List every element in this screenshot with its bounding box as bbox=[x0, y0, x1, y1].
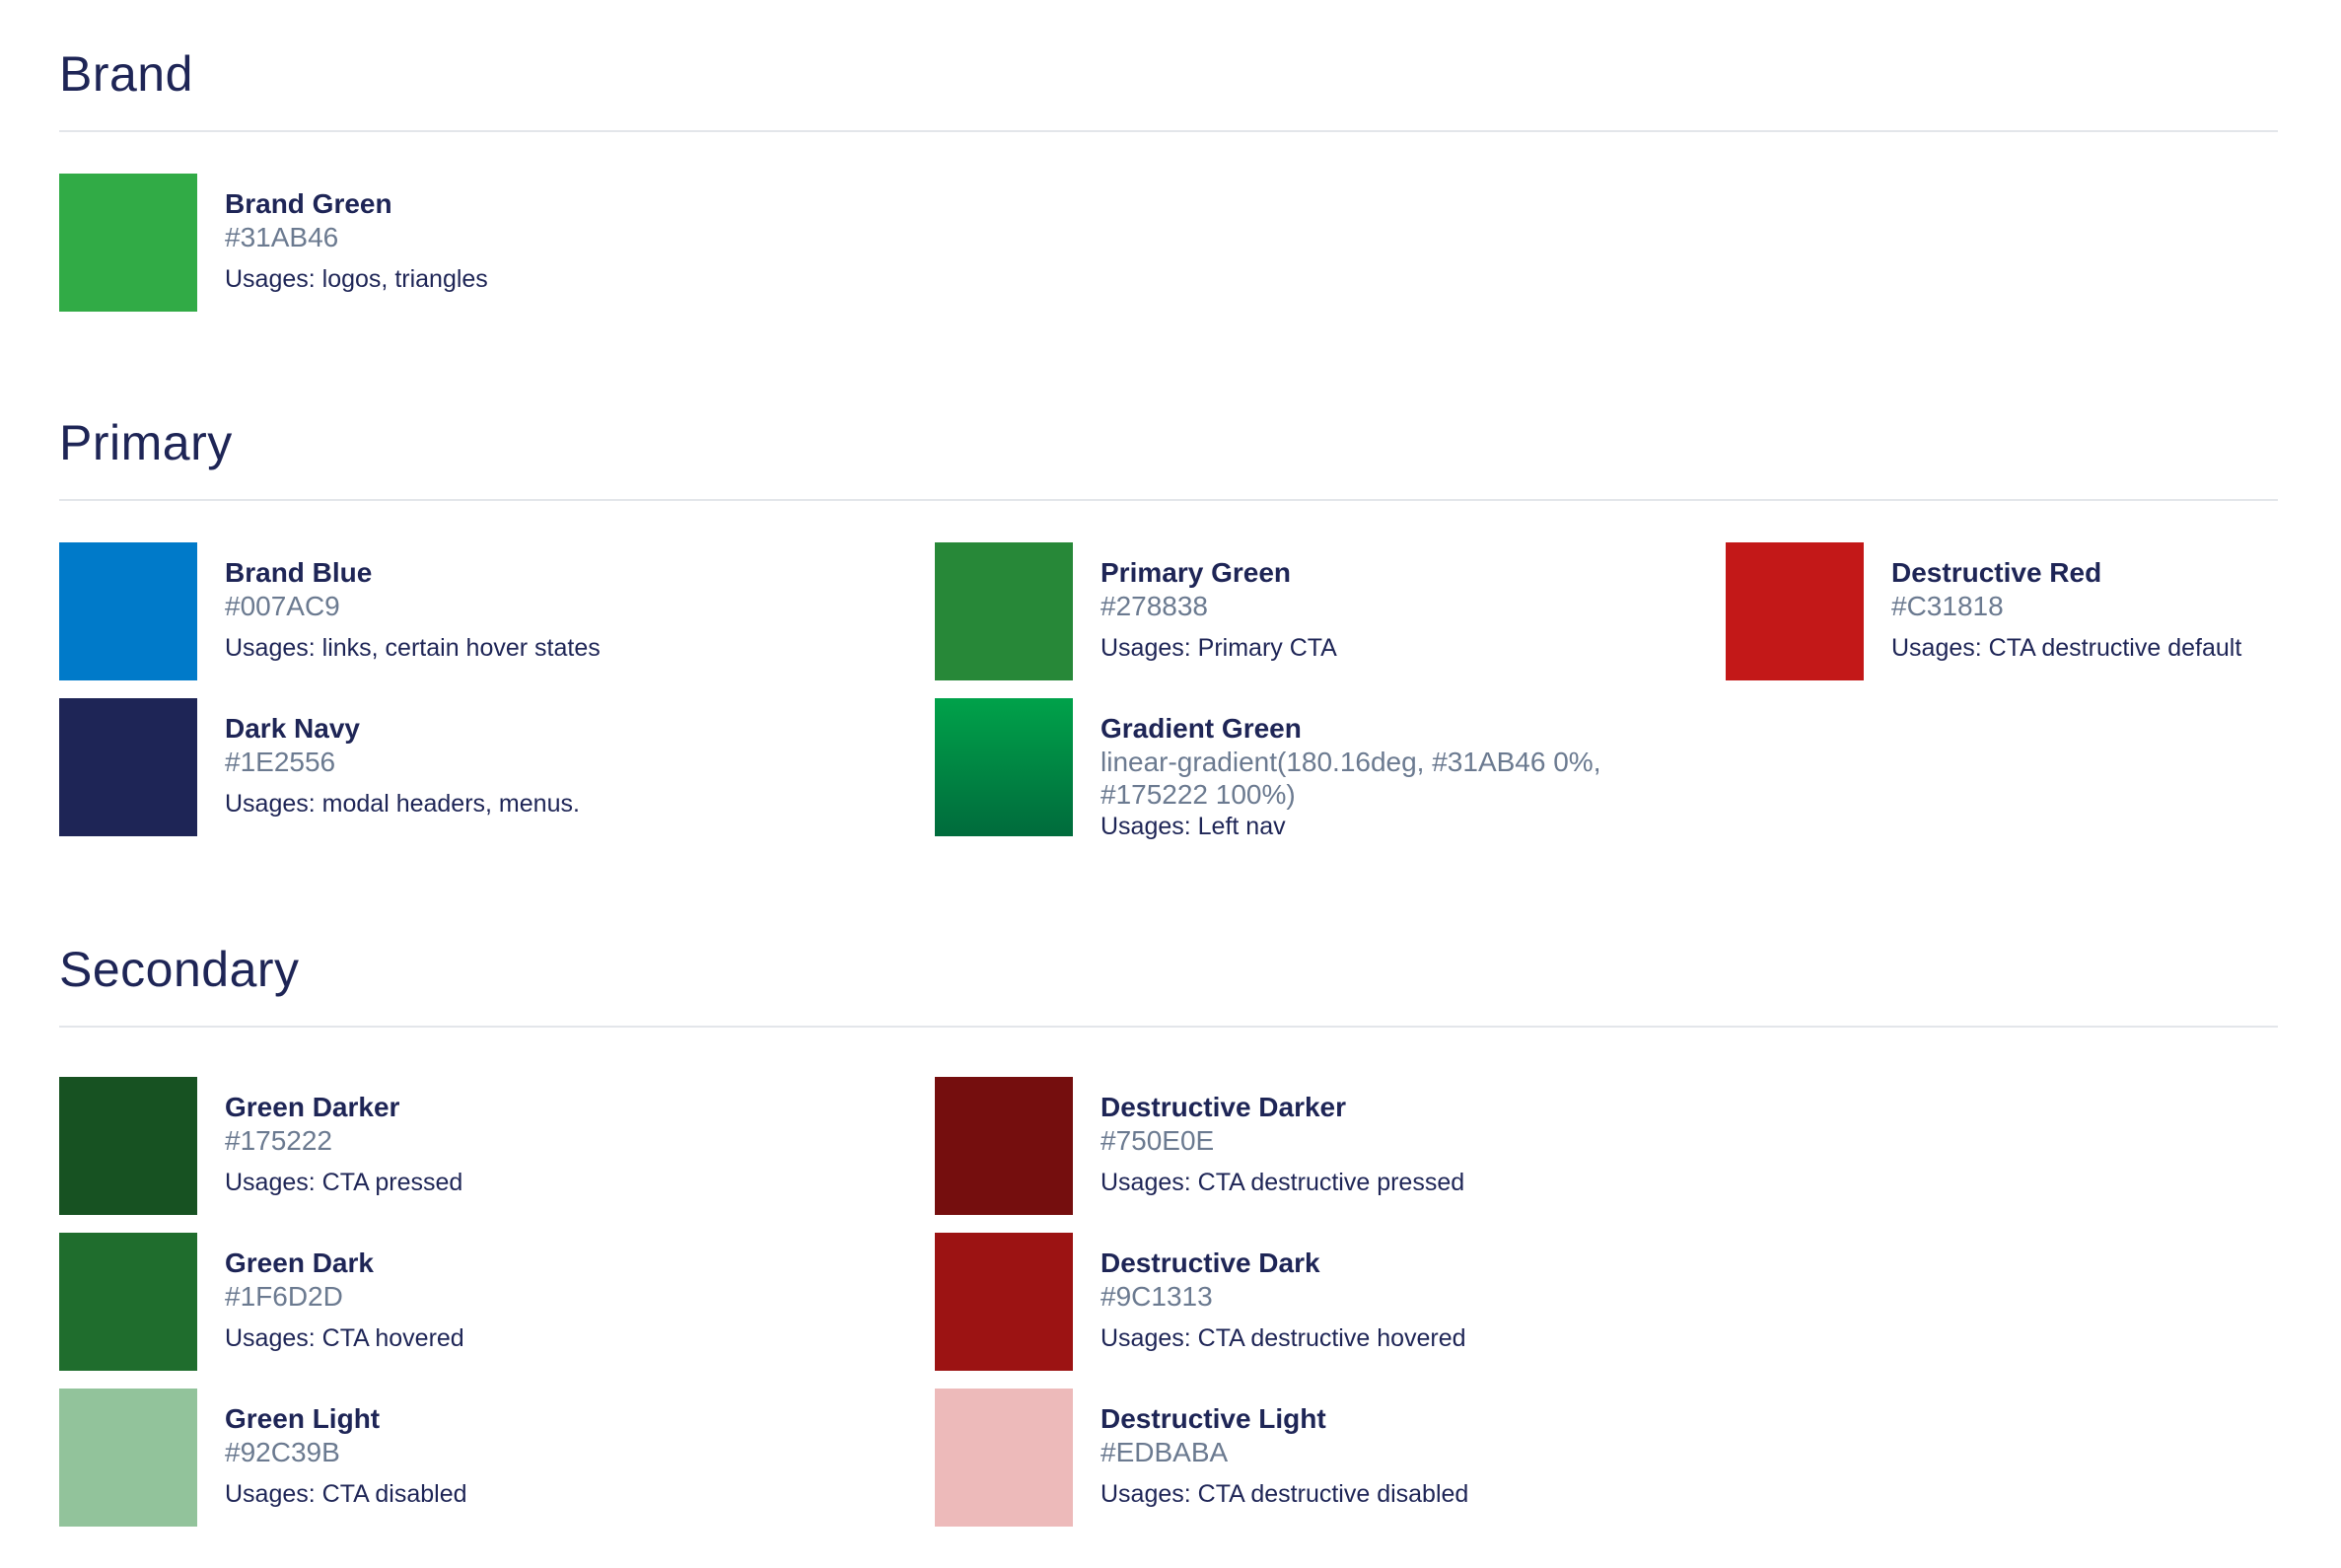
color-card-gradient-green: Gradient Green linear-gradient(180.16deg… bbox=[935, 698, 1704, 840]
color-card-brand-green: Brand Green #31AB46 Usages: logos, trian… bbox=[59, 174, 749, 312]
color-info: Dark Navy #1E2556 Usages: modal headers,… bbox=[225, 712, 580, 820]
color-value: #278838 bbox=[1100, 591, 1209, 621]
color-name: Green Light bbox=[225, 1403, 381, 1434]
color-value: #C31818 bbox=[1891, 591, 2004, 621]
color-swatch bbox=[59, 1233, 197, 1371]
section-primary: Primary Brand Blue #007AC9 Usages: links… bbox=[59, 418, 2278, 862]
color-card-green-darker: Green Darker #175222 Usages: CTA pressed bbox=[59, 1077, 927, 1215]
color-info: Green Light #92C39B Usages: CTA disabled bbox=[225, 1402, 467, 1511]
color-usage: Usages: logos, triangles bbox=[225, 265, 488, 293]
color-name: Brand Blue bbox=[225, 557, 373, 588]
color-usage: Usages: CTA pressed bbox=[225, 1169, 463, 1196]
color-value: #1F6D2D bbox=[225, 1281, 343, 1312]
color-swatch bbox=[935, 1389, 1073, 1527]
color-info: Primary Green #278838 Usages: Primary CT… bbox=[1100, 556, 1337, 665]
section-title: Secondary bbox=[59, 942, 300, 997]
color-info: Destructive Light #EDBABA Usages: CTA de… bbox=[1100, 1402, 1468, 1511]
color-info: Gradient Green linear-gradient(180.16deg… bbox=[1100, 712, 1653, 843]
color-name: Brand Green bbox=[225, 188, 392, 219]
color-usage: Usages: CTA destructive pressed bbox=[1100, 1169, 1465, 1196]
color-value: #31AB46 bbox=[225, 222, 339, 252]
color-value: #EDBABA bbox=[1100, 1437, 1229, 1467]
section-title: Brand bbox=[59, 46, 193, 102]
color-value: #9C1313 bbox=[1100, 1281, 1213, 1312]
color-info: Destructive Dark #9C1313 Usages: CTA des… bbox=[1100, 1247, 1466, 1355]
color-card-green-dark: Green Dark #1F6D2D Usages: CTA hovered bbox=[59, 1233, 927, 1371]
color-info: Brand Blue #007AC9 Usages: links, certai… bbox=[225, 556, 601, 665]
section-divider bbox=[59, 499, 2278, 501]
color-name: Destructive Darker bbox=[1100, 1092, 1347, 1122]
color-info: Destructive Red #C31818 Usages: CTA dest… bbox=[1891, 556, 2241, 665]
section-divider bbox=[59, 130, 2278, 132]
color-info: Destructive Darker #750E0E Usages: CTA d… bbox=[1100, 1091, 1464, 1199]
color-value: #750E0E bbox=[1100, 1125, 1215, 1156]
color-name: Green Darker bbox=[225, 1092, 400, 1122]
color-usage: Usages: Primary CTA bbox=[1100, 634, 1337, 662]
color-usage: Usages: links, certain hover states bbox=[225, 634, 601, 662]
color-usage: Usages: CTA destructive disabled bbox=[1100, 1480, 1469, 1508]
color-name: Green Dark bbox=[225, 1247, 374, 1278]
color-value: linear-gradient(180.16deg, #31AB46 0%, #… bbox=[1100, 747, 1601, 810]
color-usage: Usages: CTA disabled bbox=[225, 1480, 467, 1508]
color-name: Primary Green bbox=[1100, 557, 1291, 588]
color-info: Green Darker #175222 Usages: CTA pressed bbox=[225, 1091, 462, 1199]
color-card-destructive-red: Destructive Red #C31818 Usages: CTA dest… bbox=[1726, 542, 2278, 680]
color-swatch bbox=[935, 1233, 1073, 1371]
color-swatch bbox=[59, 1389, 197, 1527]
color-usage: Usages: CTA destructive default bbox=[1891, 634, 2242, 662]
color-card-destructive-darker: Destructive Darker #750E0E Usages: CTA d… bbox=[935, 1077, 1704, 1215]
color-card-green-light: Green Light #92C39B Usages: CTA disabled bbox=[59, 1389, 927, 1527]
section-divider bbox=[59, 1026, 2278, 1028]
color-usage: Usages: Left nav bbox=[1100, 813, 1286, 840]
color-usage: Usages: CTA destructive hovered bbox=[1100, 1324, 1466, 1352]
section-brand: Brand Brand Green #31AB46 Usages: logos,… bbox=[59, 49, 2278, 335]
color-card-primary-green: Primary Green #278838 Usages: Primary CT… bbox=[935, 542, 1704, 680]
color-swatch bbox=[59, 1077, 197, 1215]
color-card-dark-navy: Dark Navy #1E2556 Usages: modal headers,… bbox=[59, 698, 927, 836]
color-value: #92C39B bbox=[225, 1437, 340, 1467]
color-value: #175222 bbox=[225, 1125, 333, 1156]
color-swatch bbox=[935, 542, 1073, 680]
color-swatch bbox=[59, 698, 197, 836]
color-name: Dark Navy bbox=[225, 713, 360, 744]
color-swatch bbox=[935, 698, 1073, 836]
color-name: Gradient Green bbox=[1100, 713, 1302, 744]
color-name: Destructive Light bbox=[1100, 1403, 1326, 1434]
color-usage: Usages: CTA hovered bbox=[225, 1324, 464, 1352]
color-value: #1E2556 bbox=[225, 747, 336, 777]
color-card-destructive-dark: Destructive Dark #9C1313 Usages: CTA des… bbox=[935, 1233, 1704, 1371]
color-swatch bbox=[59, 542, 197, 680]
color-value: #007AC9 bbox=[225, 591, 340, 621]
color-card-brand-blue: Brand Blue #007AC9 Usages: links, certai… bbox=[59, 542, 927, 680]
color-card-destructive-light: Destructive Light #EDBABA Usages: CTA de… bbox=[935, 1389, 1704, 1527]
section-title: Primary bbox=[59, 415, 233, 470]
color-swatch bbox=[59, 174, 197, 312]
color-name: Destructive Dark bbox=[1100, 1247, 1320, 1278]
color-swatch bbox=[1726, 542, 1864, 680]
section-secondary: Secondary Green Darker #175222 Usages: C… bbox=[59, 945, 2278, 1536]
color-info: Green Dark #1F6D2D Usages: CTA hovered bbox=[225, 1247, 464, 1355]
color-usage: Usages: modal headers, menus. bbox=[225, 790, 580, 818]
color-name: Destructive Red bbox=[1891, 557, 2102, 588]
color-swatch bbox=[935, 1077, 1073, 1215]
color-info: Brand Green #31AB46 Usages: logos, trian… bbox=[225, 187, 488, 296]
